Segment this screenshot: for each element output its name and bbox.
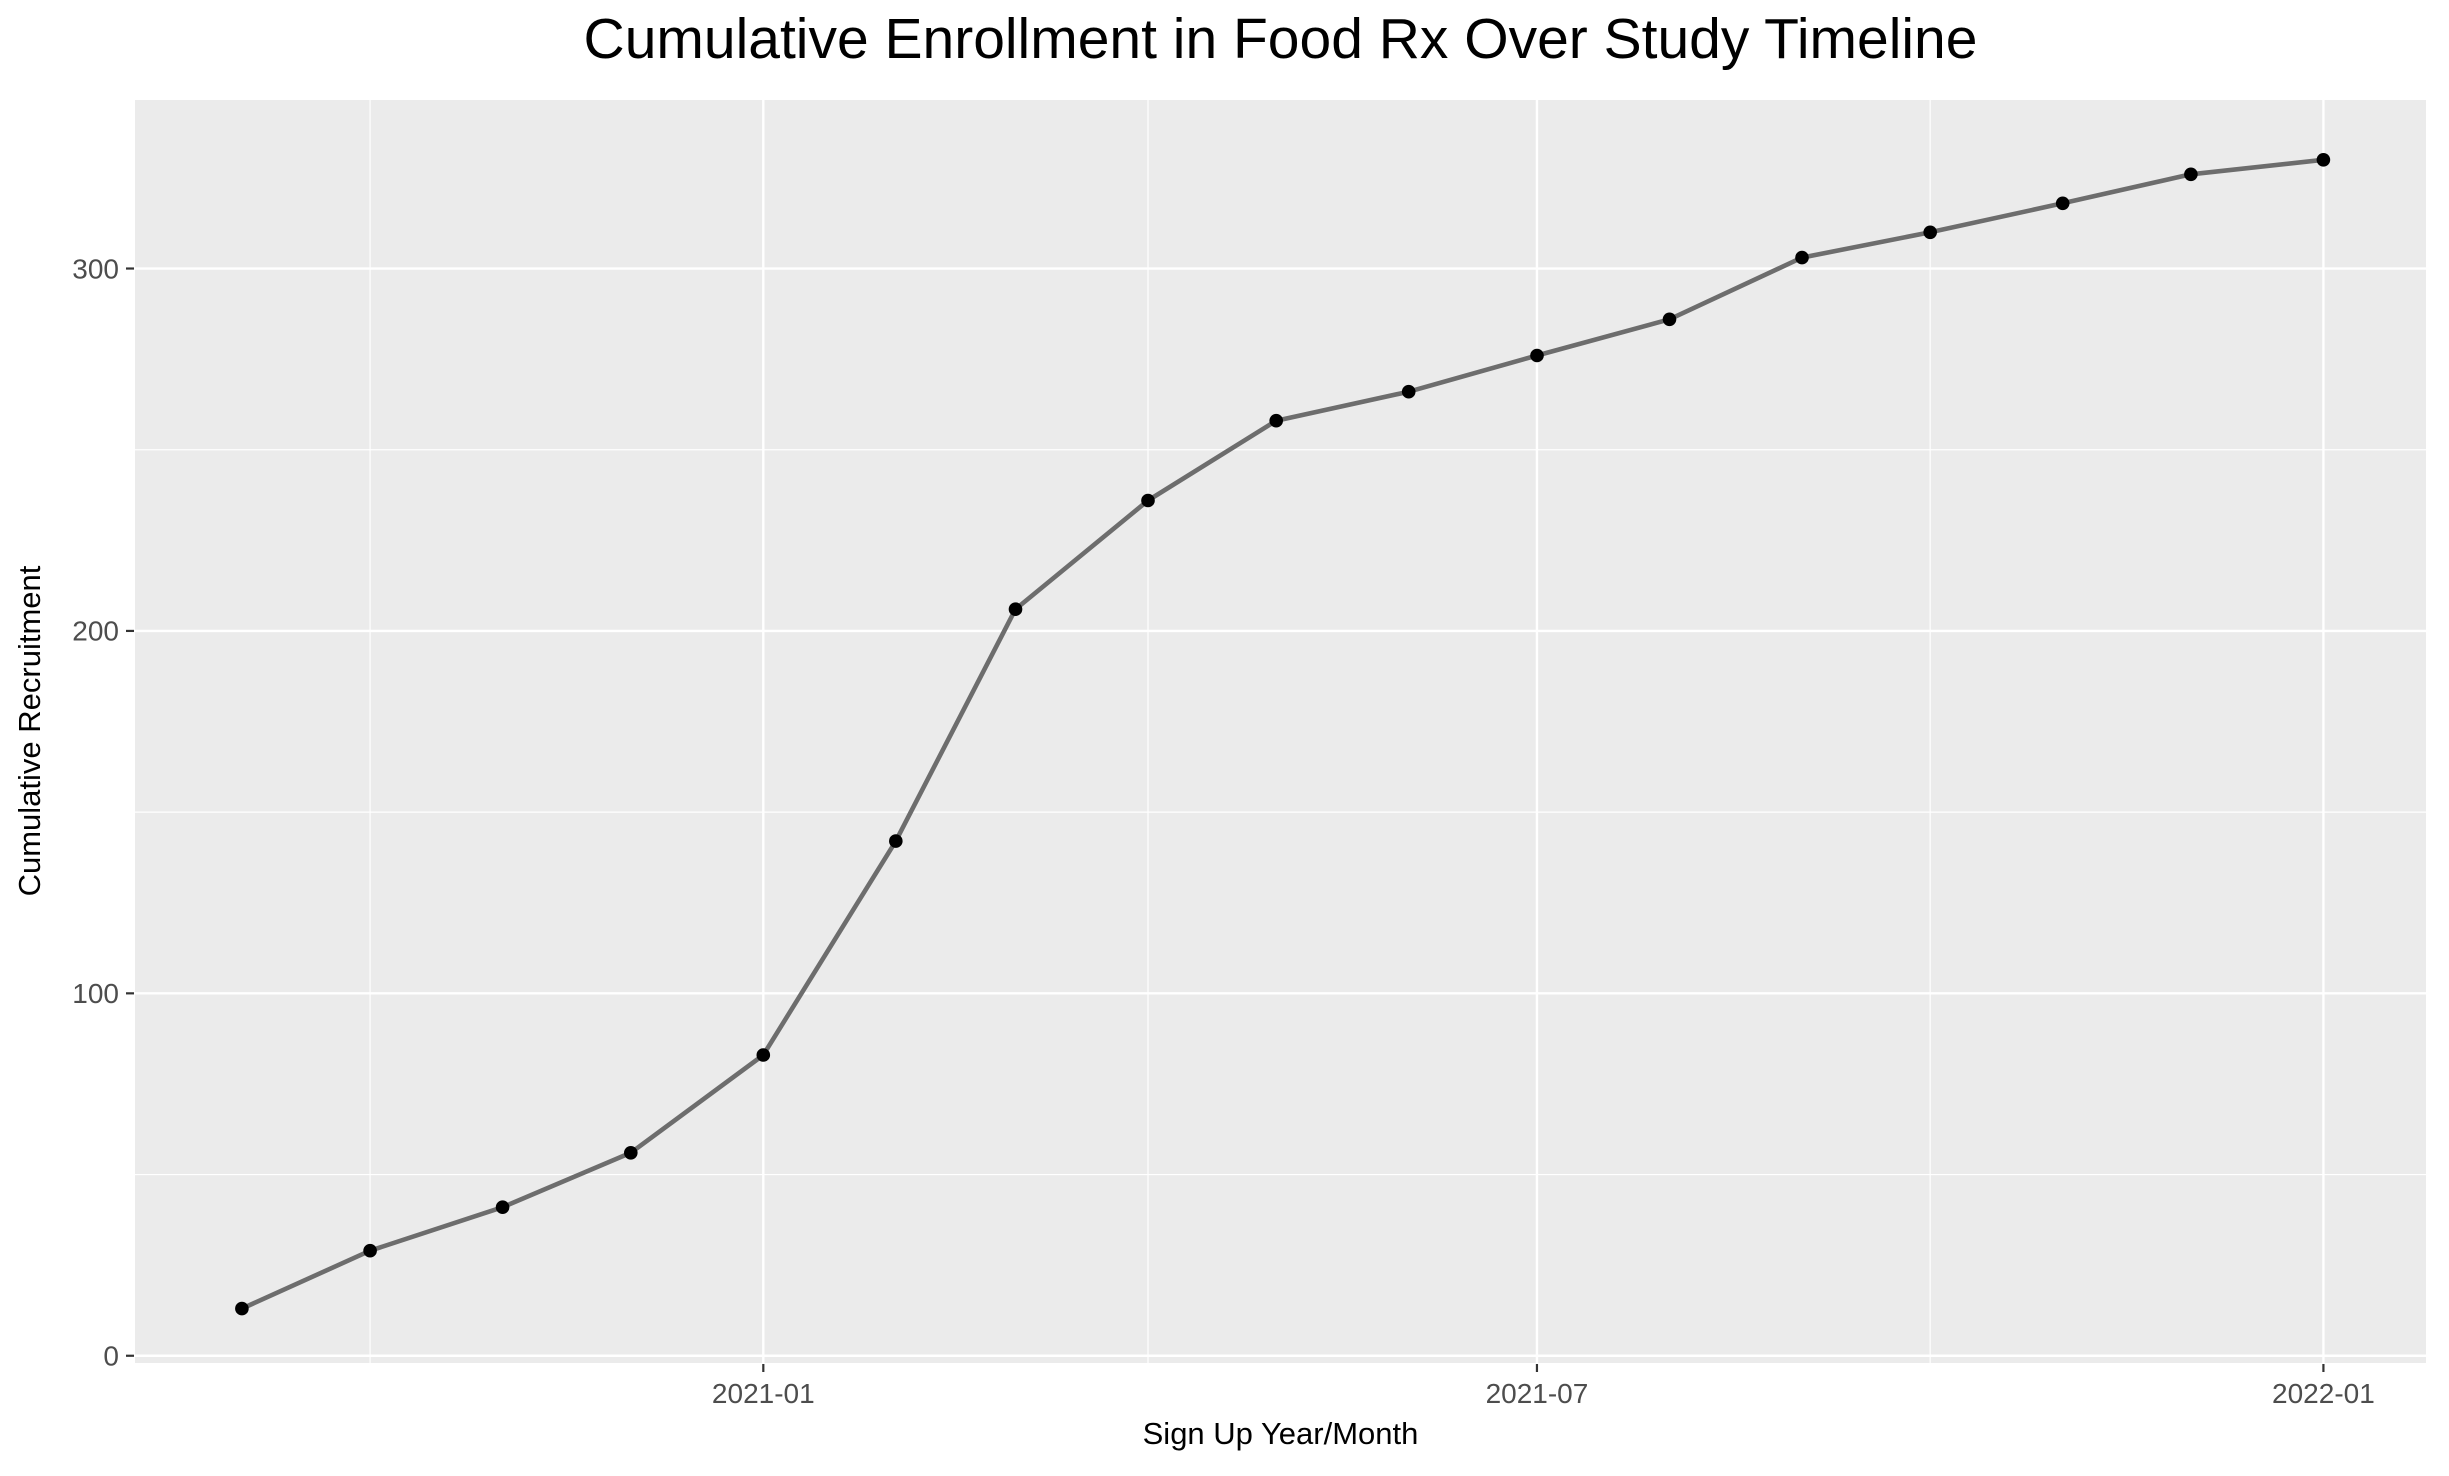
x-tick-label: 2021-01: [712, 1378, 815, 1409]
data-point: [624, 1146, 638, 1160]
data-point: [363, 1243, 377, 1258]
data-point: [2184, 167, 2198, 182]
data-point: [1401, 384, 1416, 399]
data-point: [495, 1200, 510, 1214]
data-point: [1141, 493, 1155, 508]
x-tick-label: 2021-07: [1486, 1378, 1589, 1409]
y-tick-label: 300: [72, 253, 119, 284]
panel-background: [135, 100, 2426, 1363]
data-point: [1795, 250, 1809, 265]
y-tick-label: 100: [72, 978, 119, 1009]
data-point: [2055, 196, 2070, 211]
chart-title: Cumulative Enrollment in Food Rx Over St…: [583, 7, 1978, 71]
data-point: [235, 1301, 249, 1316]
y-tick-label: 0: [103, 1341, 119, 1372]
y-tick-label: 200: [72, 616, 119, 647]
data-point: [1923, 225, 1937, 240]
x-axis-title: Sign Up Year/Month: [1142, 1416, 1419, 1451]
data-point: [1008, 602, 1023, 616]
data-point: [1530, 348, 1544, 363]
data-point: [756, 1048, 771, 1062]
x-tick-label: 2022-01: [2272, 1378, 2375, 1409]
data-point: [889, 834, 903, 848]
data-point: [1269, 413, 1283, 428]
data-point: [1662, 312, 1677, 327]
data-point: [2316, 153, 2331, 167]
